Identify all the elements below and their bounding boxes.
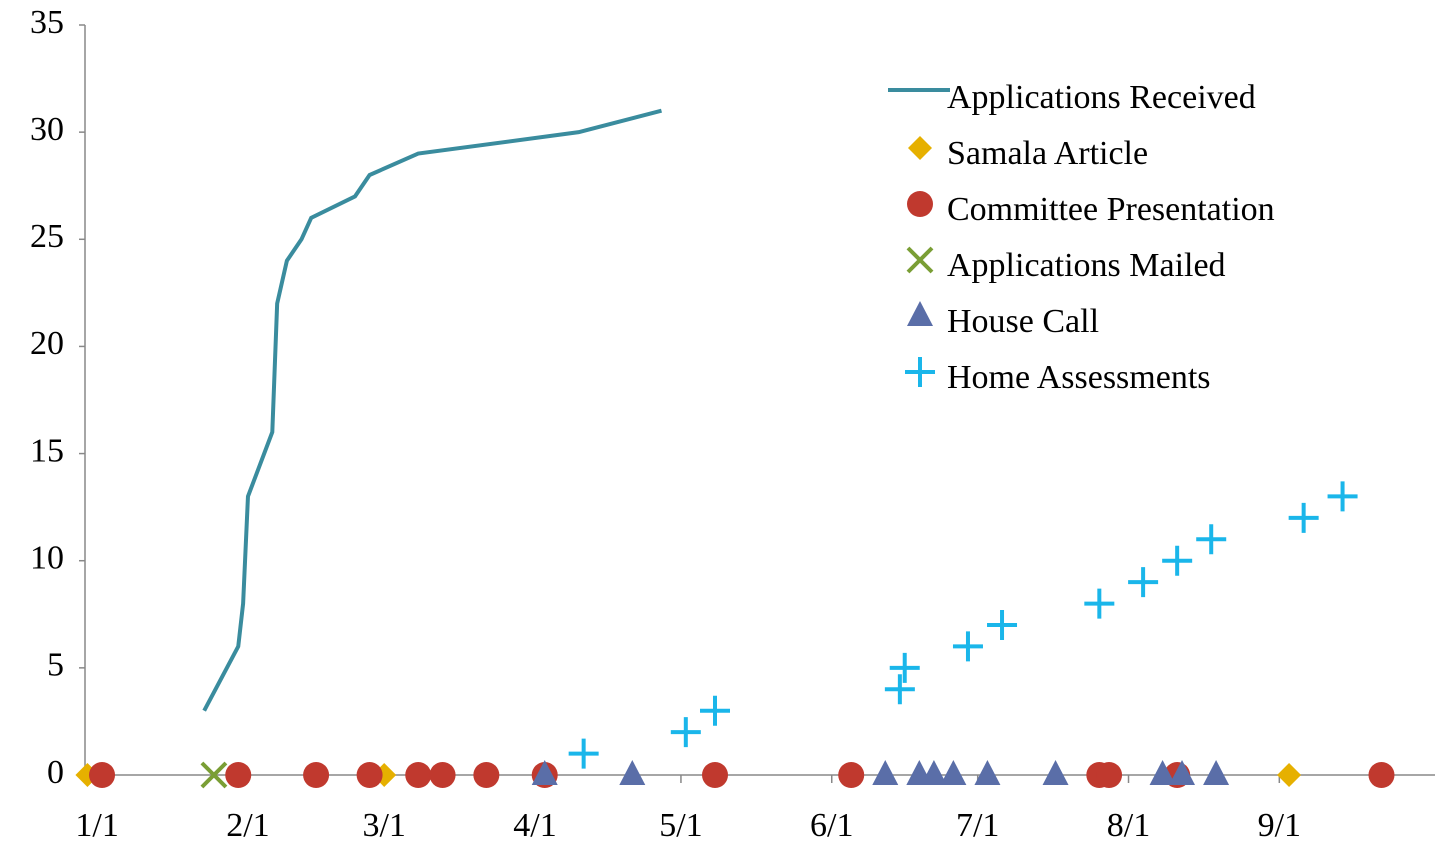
marker-circle [89, 762, 115, 788]
y-tick-label: 15 [30, 432, 64, 469]
marker-circle [473, 762, 499, 788]
y-tick-label: 35 [30, 4, 64, 41]
x-tick-label: 7/1 [956, 807, 999, 844]
x-tick-label: 6/1 [810, 807, 853, 844]
y-tick-label: 30 [30, 111, 64, 148]
series-line [204, 111, 661, 711]
marker-plus [700, 696, 730, 726]
marker-triangle [619, 760, 645, 785]
marker-plus [987, 610, 1017, 640]
y-tick-label: 10 [30, 540, 64, 577]
marker-plus [953, 631, 983, 661]
marker-plus [905, 357, 935, 387]
marker-triangle [872, 760, 898, 785]
marker-plus [890, 653, 920, 683]
marker-triangle [940, 760, 966, 785]
legend-label: Samala Article [947, 135, 1148, 172]
legend-label: Applications Received [947, 79, 1256, 116]
page: {"chart_data": { "type": "scatter", "xli… [0, 0, 1438, 846]
marker-circle [405, 762, 431, 788]
chart: 0 5 10 15 20 25 30 35 1/1 2/1 3/1 4/1 5/1 6/1 7/1 8/1 9/… [0, 0, 1438, 846]
y-tick-label: 5 [47, 647, 64, 684]
marker-circle [838, 762, 864, 788]
marker-triangle [1203, 760, 1229, 785]
marker-plus [1196, 524, 1226, 554]
x-tick-label: 4/1 [513, 807, 556, 844]
marker-plus [569, 739, 599, 769]
marker-plus [1289, 503, 1319, 533]
x-tick-label: 2/1 [226, 807, 269, 844]
marker-x [908, 248, 932, 272]
marker-plus [1328, 481, 1358, 511]
marker-circle [1368, 762, 1394, 788]
x-tick-label: 9/1 [1258, 807, 1301, 844]
legend-label: Applications Mailed [947, 247, 1226, 284]
marker-triangle [974, 760, 1000, 785]
marker-triangle [1043, 760, 1069, 785]
marker-circle [702, 762, 728, 788]
legend-label: Committee Presentation [947, 191, 1275, 228]
x-tick-label: 8/1 [1107, 807, 1150, 844]
x-tick-label: 1/1 [75, 807, 118, 844]
marker-plus [1128, 567, 1158, 597]
marker-circle [225, 762, 251, 788]
marker-circle [430, 762, 456, 788]
marker-plus [1162, 546, 1192, 576]
legend-label: House Call [947, 303, 1099, 340]
marker-circle [1096, 762, 1122, 788]
legend-label: Home Assessments [947, 359, 1211, 396]
marker-circle [303, 762, 329, 788]
marker-plus [671, 717, 701, 747]
marker-triangle [907, 301, 933, 326]
marker-plus [1084, 589, 1114, 619]
marker-diamond [908, 136, 932, 160]
marker-circle [357, 762, 383, 788]
marker-diamond [1277, 763, 1301, 787]
y-tick-label: 25 [30, 218, 64, 255]
y-tick-label: 20 [30, 325, 64, 362]
marker-plus [885, 674, 915, 704]
x-tick-label: 5/1 [659, 807, 702, 844]
x-tick-label: 3/1 [362, 807, 405, 844]
y-tick-label: 0 [47, 754, 64, 791]
marker-circle [907, 191, 933, 217]
